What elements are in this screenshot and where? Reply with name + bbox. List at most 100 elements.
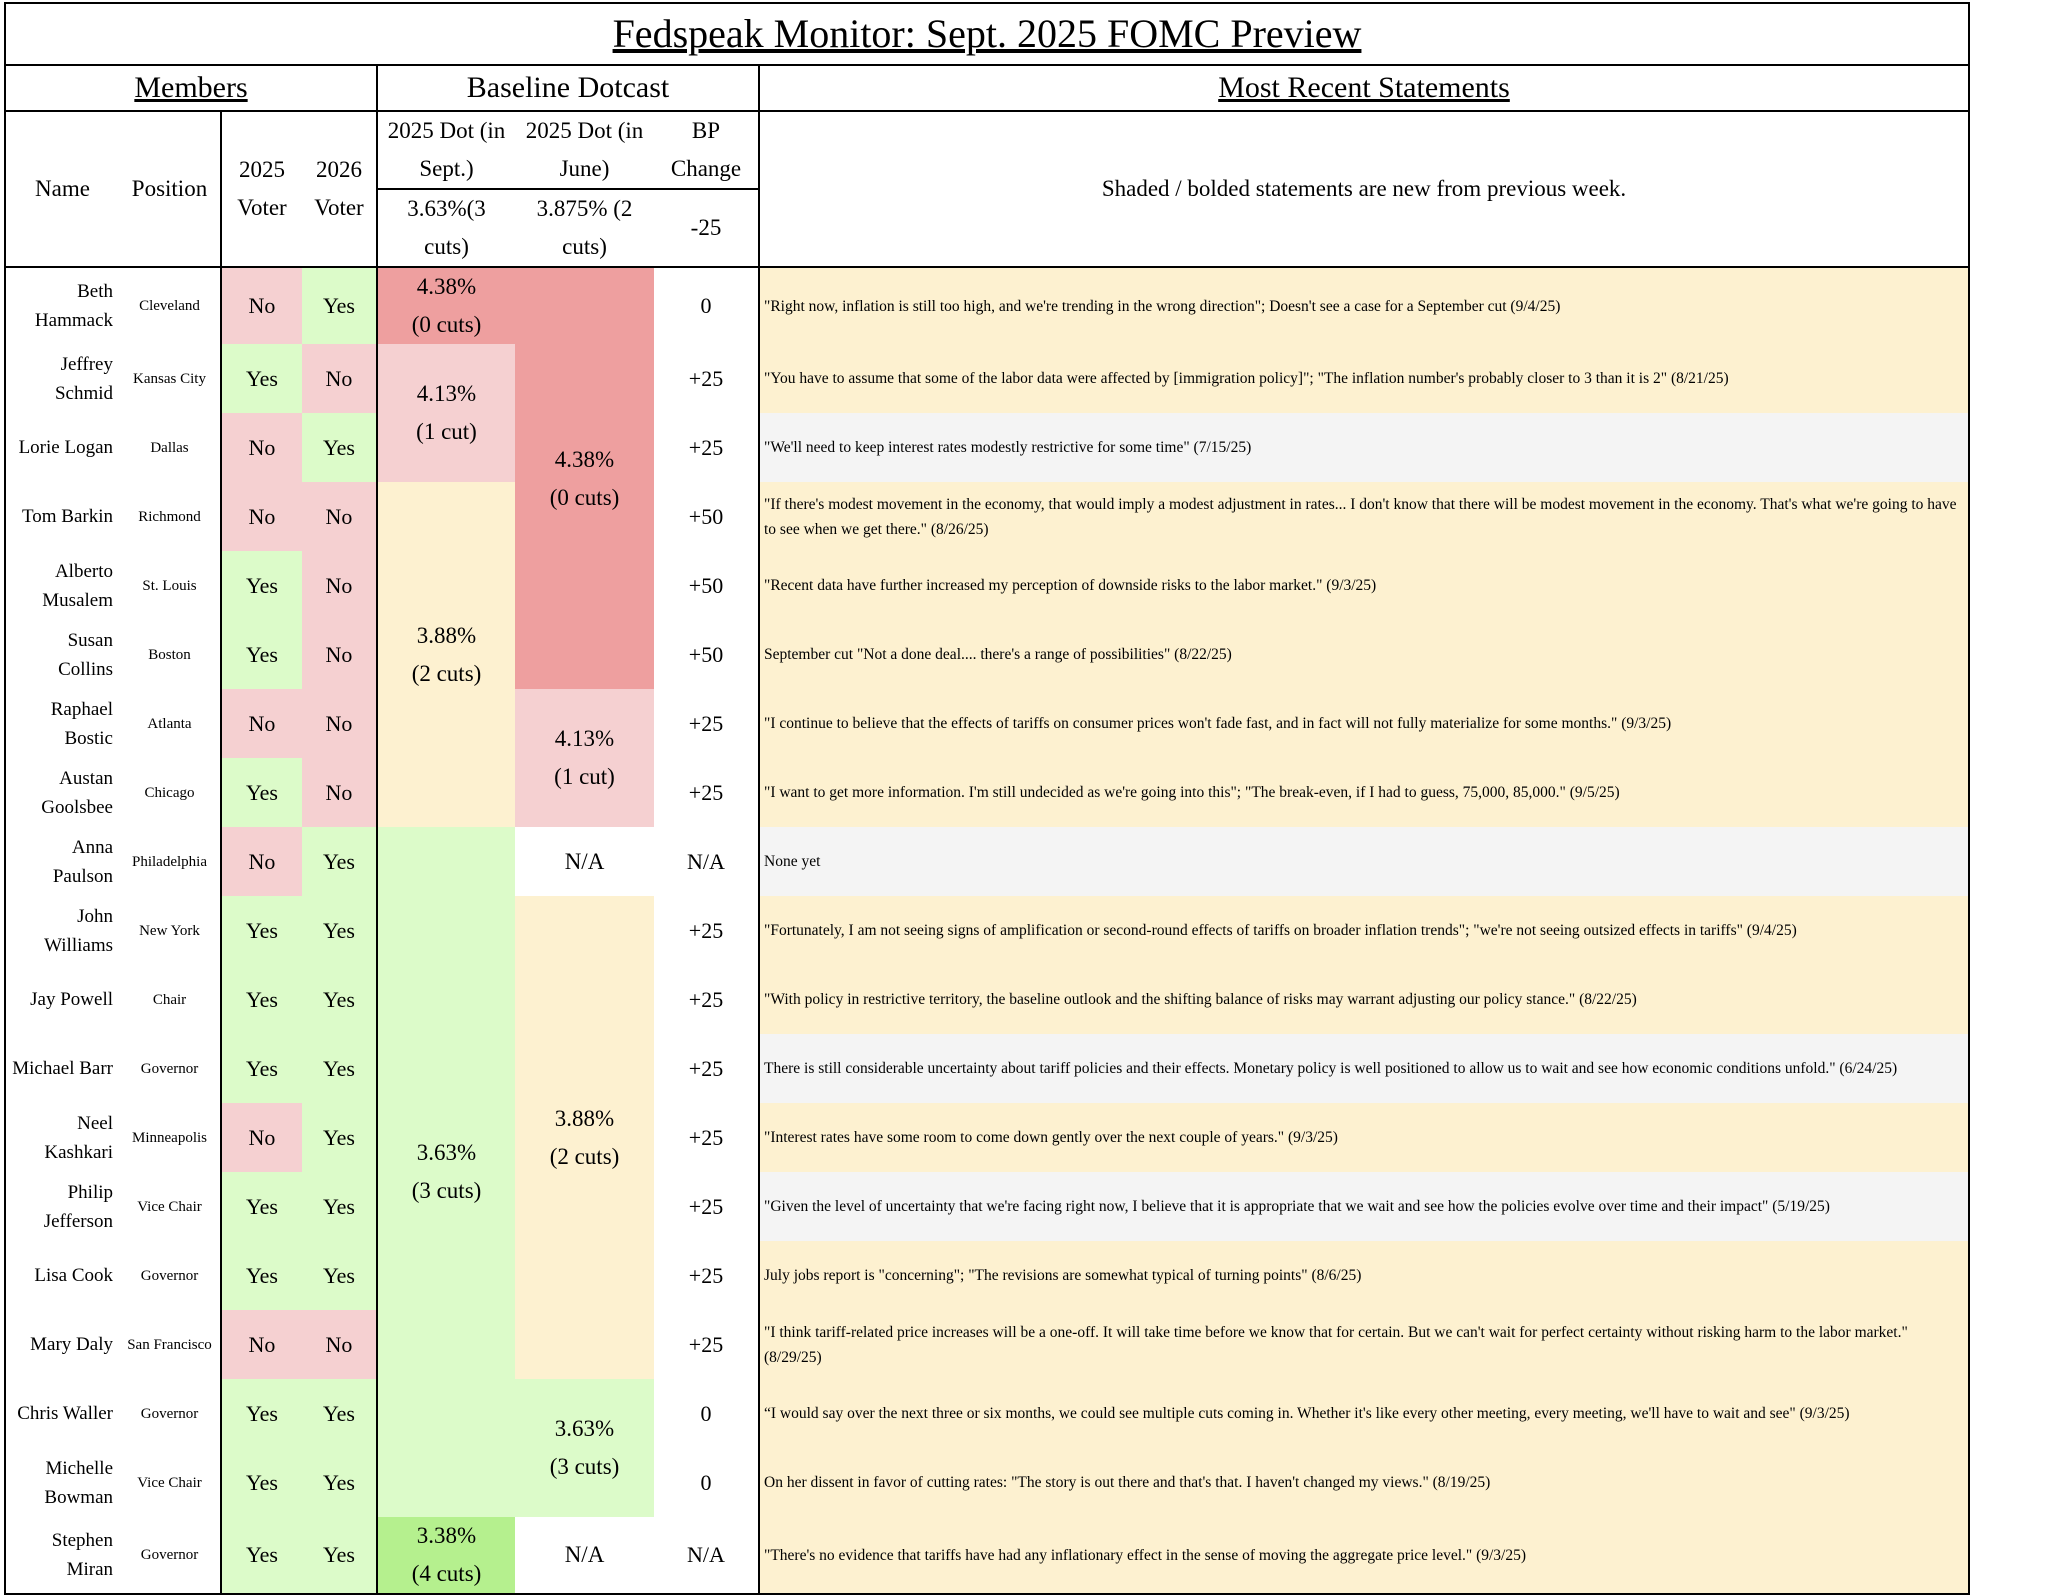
member-name: Alberto Musalem	[42, 560, 113, 611]
table-body: Beth Hammack Cleveland No Yes 4.38% (0 cuts) 4…	[5, 267, 1969, 1594]
dot-cell: N/A	[515, 1517, 654, 1594]
median-dot-june: 3.875% (2 cuts)	[515, 188, 654, 268]
voter-2026: Yes	[302, 827, 378, 896]
voter-2026: No	[302, 620, 378, 689]
voter-2026: No	[302, 1310, 378, 1379]
column-header: 2025 Dot (in June)	[525, 118, 644, 181]
member-row: Beth Hammack Cleveland No Yes 4.38% (0 cuts) 4…	[5, 267, 1969, 689]
member-position: Philadelphia	[119, 827, 222, 896]
dot-value: N/A	[564, 848, 605, 874]
bp-change: 0	[654, 1448, 760, 1517]
dot-cuts: (1 cut)	[416, 419, 477, 444]
voter-2026: No	[302, 689, 378, 758]
member-position: Vice Chair	[119, 1172, 222, 1241]
statement: "You have to assume that some of the lab…	[759, 344, 1969, 413]
statement: "If there's modest movement in the econo…	[759, 482, 1969, 551]
member-row: Susan Collins Boston Yes No +50 September cut…	[5, 620, 1969, 689]
bp-change: +25	[654, 1103, 760, 1172]
bp-change: +25	[654, 1241, 760, 1310]
voter-2026: Yes	[302, 1034, 378, 1103]
voter-2025: Yes	[221, 1448, 302, 1517]
member-name: Mary Daly	[30, 1334, 113, 1355]
voter-2026: Yes	[302, 1448, 378, 1517]
column-header: 2025 Dot (in Sept.)	[387, 118, 506, 181]
voter-2025: No	[221, 1310, 302, 1379]
dot-value: 4.38%	[554, 446, 615, 472]
voter-2026: Yes	[302, 896, 378, 965]
member-position: Governor	[119, 1241, 222, 1310]
voter-2026: Yes	[302, 1241, 378, 1310]
member-position: Kansas City	[119, 344, 222, 413]
statement: "Fortunately, I am not seeing signs of a…	[759, 896, 1969, 965]
member-name: Lisa Cook	[34, 1265, 113, 1286]
statements-note: Shaded / bolded statements are new from …	[759, 111, 1969, 268]
dot-value: 3.88%	[554, 1105, 615, 1131]
dot-cell: 4.13% (1 cut)	[515, 689, 654, 827]
member-row: Mary Daly San Francisco No No +25 "I think ta…	[5, 1310, 1969, 1379]
dot-value: N/A	[564, 1542, 605, 1567]
statement: On her dissent in favor of cutting rates…	[759, 1448, 1969, 1517]
statement: September cut "Not a done deal.... there…	[759, 620, 1969, 689]
member-row: Philip Jefferson Vice Chair Yes Yes +25 "Give…	[5, 1172, 1969, 1241]
voter-2025: Yes	[221, 620, 302, 689]
member-position: Governor	[119, 1379, 222, 1448]
voter-2026: No	[302, 482, 378, 551]
column-header: 2026 Voter	[302, 111, 378, 268]
voter-2025: No	[221, 1103, 302, 1172]
voter-2026: Yes	[302, 1517, 378, 1594]
member-position: Cleveland	[119, 267, 222, 344]
voter-2026: Yes	[302, 965, 378, 1034]
member-position: Vice Chair	[119, 1448, 222, 1517]
statement: "We'll need to keep interest rates modes…	[759, 413, 1969, 482]
member-position: Governor	[119, 1034, 222, 1103]
column-header-row: Name Position 2025 Voter 2026 Voter 2025…	[5, 111, 1969, 268]
voter-2025: Yes	[221, 1172, 302, 1241]
bp-change: N/A	[654, 827, 760, 896]
member-row: Jeffrey Schmid Kansas City Yes No 4.13% (1 cu…	[5, 344, 1969, 482]
bp-change: +25	[654, 689, 760, 758]
member-position: Minneapolis	[119, 1103, 222, 1172]
member-position: Governor	[119, 1517, 222, 1594]
section-dotcast: Baseline Dotcast	[377, 65, 760, 112]
section-members: Members	[5, 65, 378, 112]
voter-2025: Yes	[221, 1379, 302, 1448]
member-name: Anna Paulson	[52, 836, 113, 887]
member-row: Lisa Cook Governor Yes Yes +25 July jobs repo…	[5, 1241, 1969, 1310]
statement: "With policy in restrictive territory, t…	[759, 965, 1969, 1034]
dot-cell: 4.38% (0 cuts)	[377, 267, 515, 344]
bp-change: 0	[654, 1379, 760, 1448]
column-header: Name	[5, 111, 119, 268]
section-row: Members Baseline Dotcast Most Recent Sta…	[5, 65, 1969, 112]
median-row: 3.63%(3 cuts) 3.875% (2 cuts) -25	[5, 188, 1969, 268]
dot-value: 3.38%	[416, 1523, 477, 1548]
member-row: Lorie Logan Dallas No Yes +25 "We'll need to …	[5, 413, 1969, 482]
voter-2025: Yes	[221, 1241, 302, 1310]
member-row: Stephen Miran Governor Yes Yes 3.38% (4 cuts)…	[5, 1517, 1969, 1594]
voter-2025: Yes	[221, 1517, 302, 1594]
statement: “I would say over the next three or six …	[759, 1379, 1969, 1448]
voter-2026: Yes	[302, 267, 378, 344]
section-statements: Most Recent Statements	[759, 65, 1969, 112]
bp-change: +25	[654, 896, 760, 965]
member-name: Jay Powell	[30, 989, 113, 1010]
bp-change: +50	[654, 620, 760, 689]
dot-cell: 3.38% (4 cuts)	[377, 1517, 515, 1594]
statement: "Interest rates have some room to come d…	[759, 1103, 1969, 1172]
statement: "I continue to believe that the effects …	[759, 689, 1969, 758]
statement: July jobs report is "concerning"; "The r…	[759, 1241, 1969, 1310]
voter-2026: Yes	[302, 1172, 378, 1241]
member-row: John Williams New York Yes Yes 3.88% (2 cuts)…	[5, 896, 1969, 1379]
voter-2025: No	[221, 689, 302, 758]
statement: None yet	[759, 827, 1969, 896]
member-row: Austan Goolsbee Chicago Yes No +25 "I want to…	[5, 758, 1969, 827]
dot-cuts: (0 cuts)	[411, 312, 482, 337]
member-position: New York	[119, 896, 222, 965]
statement: "I think tariff-related price increases …	[759, 1310, 1969, 1379]
dot-cuts: (1 cut)	[554, 764, 615, 789]
voter-2025: Yes	[221, 551, 302, 620]
statement: "There's no evidence that tariffs have h…	[759, 1517, 1969, 1594]
dot-cell: 4.38% (0 cuts)	[515, 267, 654, 689]
member-row: Tom Barkin Richmond No No 3.88% (2 cuts) +50 "I…	[5, 482, 1969, 827]
median-bp-change: -25	[654, 188, 760, 268]
voter-2026: No	[302, 344, 378, 413]
